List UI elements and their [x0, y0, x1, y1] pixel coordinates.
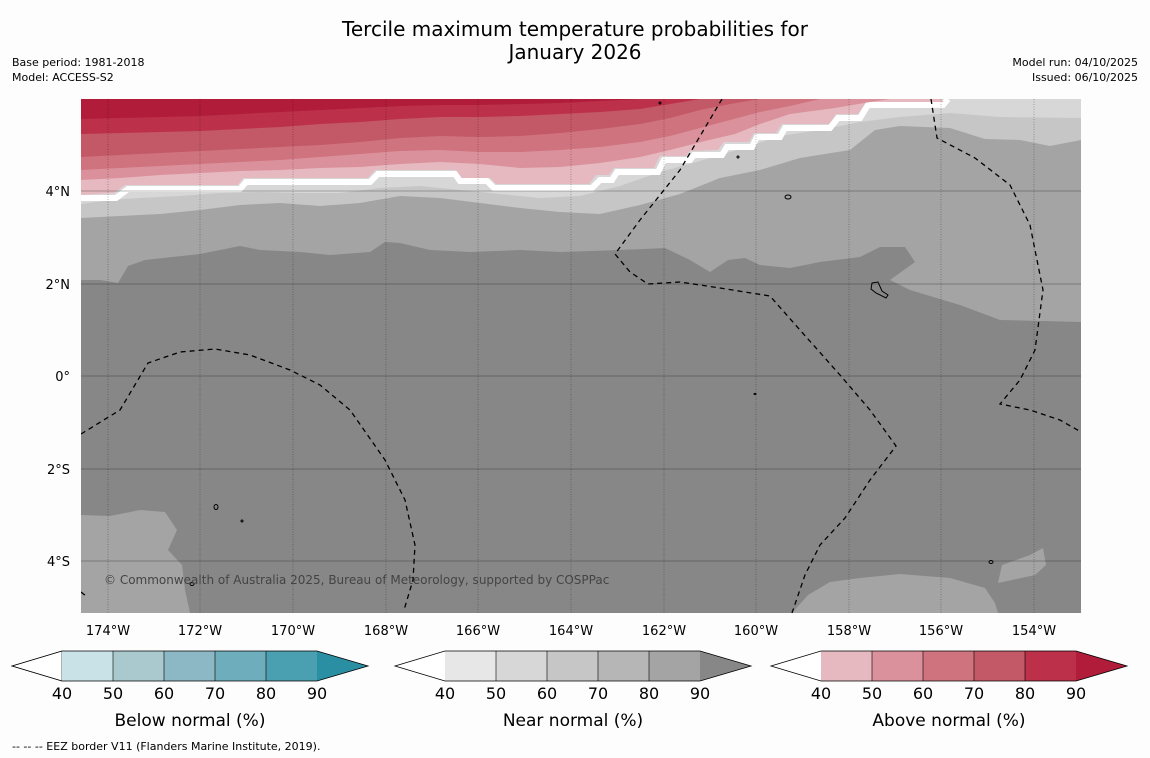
lon-label-174w: 174°W — [86, 624, 130, 639]
lon-label-172w: 172°W — [178, 624, 222, 639]
above-cb-tick-80: 80 — [1015, 684, 1035, 703]
near-cb-tick-40: 40 — [435, 684, 455, 703]
island-south-1 — [189, 582, 195, 586]
longitude-labels: 174°W 172°W 170°W 168°W 166°W 164°W 162°… — [86, 624, 1056, 639]
near-normal-80-region-south — [792, 574, 998, 613]
graticule — [81, 99, 1081, 613]
above-cb-tick-70: 70 — [964, 684, 984, 703]
near-cb-tick-90: 90 — [690, 684, 710, 703]
lon-label-164w: 164°W — [549, 624, 593, 639]
below-cb-seg-1 — [62, 651, 113, 681]
near-cb-seg-1 — [445, 651, 496, 681]
below-cb-tick-90: 90 — [307, 684, 327, 703]
above-cb-right-arrow — [1076, 651, 1127, 681]
eez-border-line-islands — [930, 99, 1081, 433]
above-cb-tick-50: 50 — [862, 684, 882, 703]
lon-label-166w: 166°W — [456, 624, 500, 639]
base-period: Base period: 1981-2018 — [12, 56, 145, 69]
near-cb-seg-4 — [598, 651, 649, 681]
islands — [189, 101, 994, 586]
above-cb-tick-90: 90 — [1066, 684, 1086, 703]
below-cb-tick-80: 80 — [256, 684, 276, 703]
lon-label-156w: 156°W — [919, 624, 963, 639]
near-normal-80-region-southwest — [81, 510, 190, 613]
below-cb-seg-5 — [266, 651, 317, 681]
island-jarvis — [784, 194, 792, 200]
below-cb-tick-50: 50 — [103, 684, 123, 703]
above-cb-tick-60: 60 — [913, 684, 933, 703]
colorbar-below-normal: 40 50 60 70 80 90 Below normal (%) — [10, 650, 370, 731]
model-run-date: Model run: 04/10/2025 — [1012, 56, 1138, 69]
above-cb-left-arrow — [771, 651, 821, 681]
near-cb-tick-50: 50 — [486, 684, 506, 703]
below-cb-seg-3 — [164, 651, 215, 681]
lon-label-160w: 160°W — [734, 624, 778, 639]
below-cb-tick-70: 70 — [205, 684, 225, 703]
island-birnie — [240, 519, 244, 523]
lon-label-162w: 162°W — [642, 624, 686, 639]
above-cb-seg-3 — [923, 651, 974, 681]
island-malden — [988, 560, 994, 564]
lat-label-0: 0° — [55, 370, 70, 385]
near-cb-left-arrow — [395, 651, 445, 681]
model-info: Base period: 1981-2018 Model: ACCESS-S2 — [12, 55, 144, 85]
colorbar-above-normal: 40 50 60 70 80 90 Above normal (%) — [769, 650, 1129, 731]
above-cb-title: Above normal (%) — [872, 711, 1025, 731]
title-line-1: Tercile maximum temperature probabilitie… — [342, 17, 808, 41]
title-line-2: January 2026 — [508, 40, 642, 64]
issued-date: Issued: 06/10/2025 — [1031, 71, 1138, 84]
near-cb-title: Near normal (%) — [503, 711, 643, 731]
eez-border-southwest-fragment — [81, 591, 87, 597]
lat-label-2s: 2°S — [47, 463, 70, 478]
lon-label-168w: 168°W — [364, 624, 408, 639]
map-area: © Commonwealth of Australia 2025, Bureau… — [81, 99, 1081, 613]
run-info: Model run: 04/10/2025 Issued: 06/10/2025 — [1012, 55, 1138, 85]
near-cb-seg-3 — [547, 651, 598, 681]
below-cb-right-arrow — [317, 651, 368, 681]
lat-label-2n: 2°N — [46, 278, 71, 293]
above-cb-seg-2 — [872, 651, 923, 681]
below-cb-seg-4 — [215, 651, 266, 681]
chart-title: Tercile maximum temperature probabilitie… — [0, 18, 1150, 64]
above-cb-tick-40: 40 — [811, 684, 831, 703]
near-cb-tick-80: 80 — [639, 684, 659, 703]
near-cb-tick-60: 60 — [537, 684, 557, 703]
near-cb-tick-70: 70 — [588, 684, 608, 703]
eez-border-kiribati-line — [614, 99, 897, 613]
below-cb-tick-40: 40 — [52, 684, 72, 703]
copyright-notice: © Commonwealth of Australia 2025, Bureau… — [104, 573, 609, 587]
near-normal-80-region-southeast — [998, 548, 1046, 583]
model-name: Model: ACCESS-S2 — [12, 71, 114, 84]
island-north-2 — [736, 155, 740, 159]
above-normal-90-band — [81, 99, 640, 119]
below-cb-tick-60: 60 — [154, 684, 174, 703]
near-cb-right-arrow — [700, 651, 751, 681]
island-north-1 — [658, 101, 662, 105]
near-cb-seg-5 — [649, 651, 700, 681]
lon-label-158w: 158°W — [827, 624, 871, 639]
island-central-1 — [753, 392, 757, 396]
below-cb-title: Below normal (%) — [115, 711, 266, 731]
lon-label-170w: 170°W — [271, 624, 315, 639]
near-normal-threshold-white-line — [81, 99, 951, 201]
near-cb-seg-2 — [496, 651, 547, 681]
lat-label-4s: 4°S — [47, 555, 70, 570]
island-enderbury — [213, 504, 219, 510]
lon-label-154w: 154°W — [1012, 624, 1056, 639]
above-cb-seg-1 — [821, 651, 872, 681]
eez-footnote: -- -- -- EEZ border V11 (Flanders Marine… — [12, 740, 321, 753]
colorbar-near-normal: 40 50 60 70 80 90 Near normal (%) — [393, 650, 753, 731]
island-kiritimati — [870, 281, 889, 299]
latitude-labels: 4°N 2°N 0° 2°S 4°S — [46, 185, 71, 570]
below-cb-seg-2 — [113, 651, 164, 681]
below-cb-left-arrow — [10, 650, 63, 682]
above-cb-seg-5 — [1025, 651, 1076, 681]
eez-border-phoenix — [81, 348, 416, 611]
above-cb-seg-4 — [974, 651, 1025, 681]
lat-label-4n: 4°N — [46, 185, 71, 200]
eez-borders — [81, 99, 1081, 613]
